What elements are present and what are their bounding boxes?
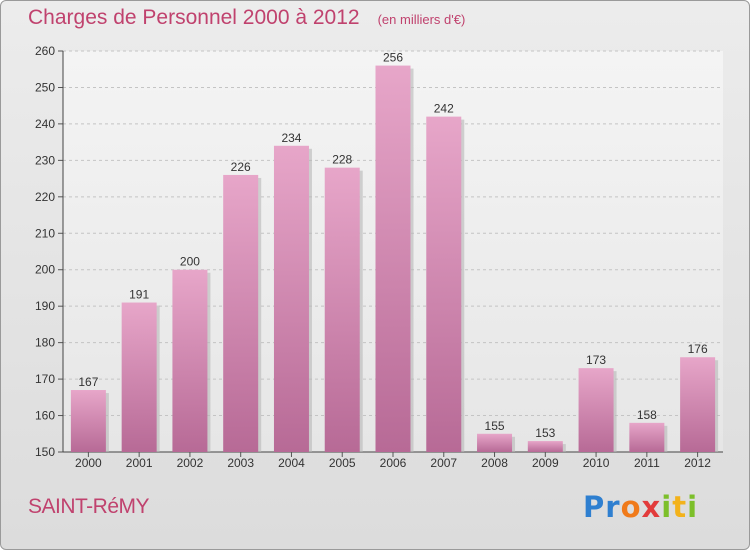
logo-letter: P	[583, 490, 606, 524]
bar-value-label: 191	[129, 288, 149, 302]
bar	[324, 167, 360, 452]
city-name: SAINT-RéMY	[28, 495, 150, 518]
bar-value-label: 256	[383, 51, 403, 65]
x-tick-label: 2003	[227, 456, 254, 470]
bar	[121, 302, 157, 452]
x-tick-label: 2007	[430, 456, 457, 470]
bar	[70, 390, 106, 452]
bar-value-label: 167	[78, 375, 98, 389]
y-tick-label: 230	[35, 153, 55, 167]
x-tick-label: 2006	[380, 456, 407, 470]
logo-letter: r	[605, 490, 621, 524]
y-tick-label: 170	[35, 372, 55, 386]
bar-value-label: 173	[586, 353, 606, 367]
x-tick-label: 2005	[329, 456, 356, 470]
bar-value-label: 234	[281, 131, 301, 145]
bar	[629, 422, 665, 452]
bar	[477, 433, 513, 452]
bar-value-label: 242	[434, 102, 454, 116]
y-tick-label: 190	[35, 299, 55, 313]
bar-value-label: 226	[231, 160, 251, 174]
y-tick-label: 160	[35, 409, 55, 423]
y-tick-label: 240	[35, 117, 55, 131]
logo-letter: o	[620, 490, 642, 524]
y-tick-label: 180	[35, 336, 55, 350]
bar	[375, 65, 411, 452]
y-tick-label: 210	[35, 226, 55, 240]
y-tick-label: 250	[35, 80, 55, 94]
x-tick-label: 2012	[684, 456, 711, 470]
bar	[578, 368, 614, 452]
y-tick-label: 260	[35, 44, 55, 58]
y-tick-label: 220	[35, 190, 55, 204]
bar	[426, 116, 462, 453]
x-tick-label: 2004	[278, 456, 305, 470]
x-tick-label: 2009	[532, 456, 559, 470]
bar-value-label: 176	[688, 342, 708, 356]
x-tick-label: 2008	[481, 456, 508, 470]
proxiti-logo: Proxiti	[583, 490, 698, 524]
logo-letter: i	[687, 490, 699, 524]
bar	[172, 269, 208, 452]
bar	[680, 357, 716, 452]
logo-letter: t	[672, 490, 688, 524]
bar-value-label: 155	[485, 419, 505, 433]
logo-letter: i	[661, 490, 673, 524]
logo-letter: x	[641, 490, 662, 524]
x-tick-label: 2000	[75, 456, 102, 470]
x-tick-label: 2002	[177, 456, 204, 470]
y-tick-label: 150	[35, 445, 55, 459]
bar-value-label: 158	[637, 408, 657, 422]
bar	[223, 174, 259, 453]
bar	[273, 145, 309, 453]
bar-value-label: 228	[332, 153, 352, 167]
x-tick-label: 2010	[583, 456, 610, 470]
y-tick-label: 200	[35, 263, 55, 277]
bar-value-label: 153	[535, 426, 555, 440]
bar	[527, 441, 563, 452]
title-unit: (en milliers d'€)	[377, 12, 466, 27]
x-tick-label: 2011	[634, 456, 660, 470]
bar-value-label: 200	[180, 255, 200, 269]
title-text: Charges de Personnel 2000 à 2012	[28, 6, 360, 29]
chart-title: Charges de Personnel 2000 à 2012 (en mill…	[28, 6, 465, 30]
x-tick-label: 2001	[126, 456, 153, 470]
